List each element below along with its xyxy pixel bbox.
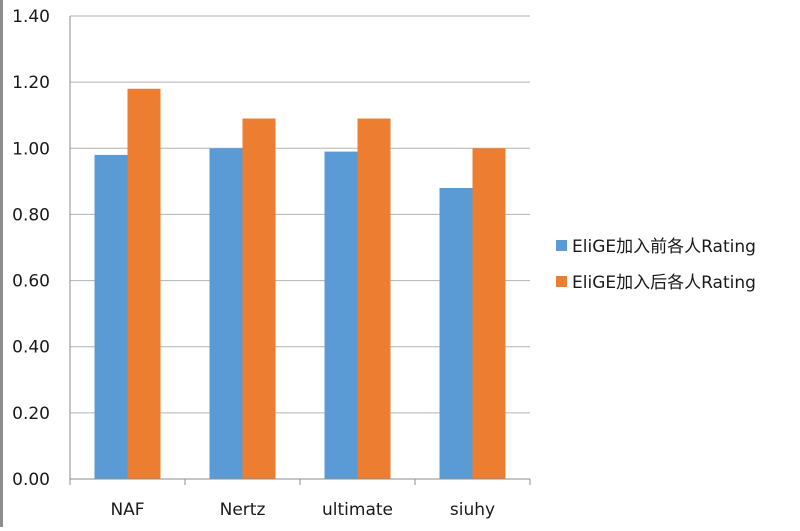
y-tick-label: 0.80: [12, 205, 50, 225]
y-axis-ticks: 0.00 0.20 0.40 0.60 0.80 1.00 1.20 1.40: [12, 7, 50, 490]
x-axis-ticks: NAF Nertz ultimate siuhy: [110, 500, 495, 520]
bar-ultimate-series-1: [324, 151, 358, 480]
bar-ultimate-series-2: [357, 118, 391, 480]
bar-Nertz-series-2: [242, 118, 276, 480]
x-tick-label: siuhy: [450, 500, 495, 520]
x-tick-label: ultimate: [322, 500, 393, 520]
legend-item-series-1: EliGE加入前各人Rating: [556, 237, 756, 257]
legend-item-series-2: EliGE加入后各人Rating: [556, 273, 756, 293]
y-tick-label: 1.00: [12, 139, 50, 159]
legend: EliGE加入前各人Rating EliGE加入后各人Rating: [556, 237, 756, 293]
y-tick-label: 0.20: [12, 404, 50, 424]
y-tick-label: 1.40: [12, 7, 50, 27]
axes: [69, 16, 531, 485]
y-tick-label: 0.00: [12, 470, 50, 490]
bar-NAF-series-2: [127, 88, 161, 479]
y-tick-label: 0.40: [12, 338, 50, 358]
bar-NAF-series-1: [94, 154, 128, 479]
y-tick-label: 1.20: [12, 73, 50, 93]
bar-Nertz-series-1: [209, 148, 243, 480]
x-tick-label: Nertz: [220, 500, 266, 520]
y-tick-label: 0.60: [12, 272, 50, 292]
frame-left-border: [0, 0, 3, 527]
legend-swatch: [556, 276, 567, 287]
bar-siuhy-series-2: [472, 148, 506, 480]
legend-swatch: [556, 240, 567, 251]
bar-siuhy-series-1: [439, 187, 473, 479]
legend-label: EliGE加入前各人Rating: [572, 237, 756, 257]
bars: [94, 88, 506, 480]
legend-label: EliGE加入后各人Rating: [572, 273, 756, 293]
x-tick-label: NAF: [110, 500, 144, 520]
